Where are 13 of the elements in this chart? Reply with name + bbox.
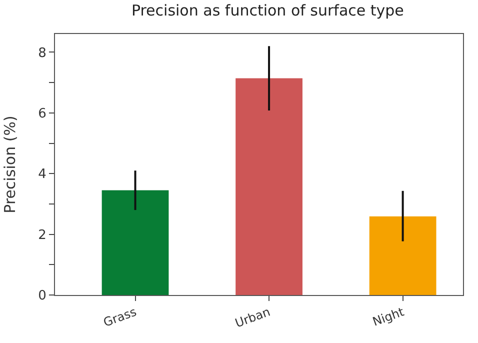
y-axis-title: Precision (%)	[1, 116, 19, 214]
y-tick-label: 8	[38, 46, 46, 61]
chart-title: Precision as function of surface type	[131, 2, 404, 20]
bar	[369, 216, 436, 295]
y-tick-label: 6	[38, 106, 46, 122]
x-tick-label: Grass	[102, 304, 138, 330]
y-tick-label: 0	[38, 288, 46, 304]
x-tick-label: Urban	[233, 304, 272, 330]
bar	[236, 78, 302, 295]
x-tick-label: Night	[370, 304, 406, 329]
bar	[102, 190, 169, 295]
y-tick-label: 4	[38, 167, 46, 182]
y-tick-label: 2	[38, 228, 46, 243]
